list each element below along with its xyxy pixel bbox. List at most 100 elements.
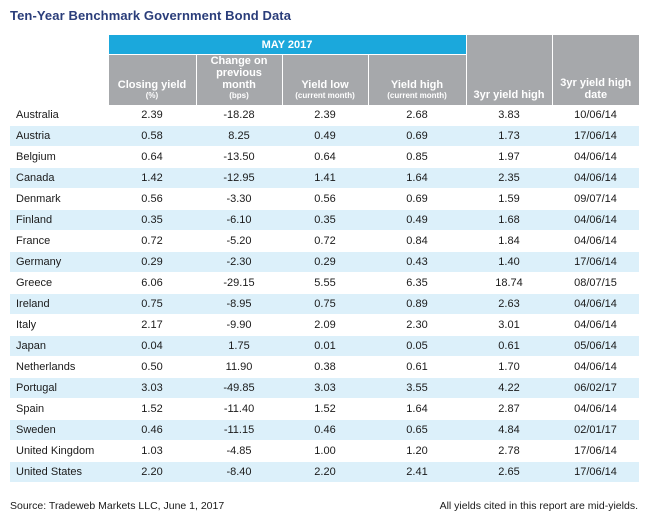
three-yr-high-cell: 1.73 [466,125,553,147]
yield-low-cell: 2.20 [282,461,368,483]
three-yr-high-date-cell: 08/07/15 [552,272,640,294]
three-yr-high-cell: 18.74 [466,272,553,294]
col-header-yield-low: Yield low (current month) [281,54,368,105]
table-row: Ireland 0.75 -8.95 0.75 0.89 2.63 04/06/14 [10,293,640,315]
country-cell: Belgium [10,146,108,168]
yield-high-cell: 0.85 [368,146,467,168]
three-yr-high-cell: 1.68 [466,209,553,231]
closing-yield-cell: 1.52 [108,398,196,420]
closing-yield-cell: 0.56 [108,188,196,210]
three-yr-high-cell: 2.63 [466,293,553,315]
three-yr-high-date-cell: 04/06/14 [552,293,640,315]
source-note: Source: Tradeweb Markets LLC, June 1, 20… [10,500,225,512]
closing-yield-cell: 2.17 [108,314,196,336]
three-yr-high-cell: 1.40 [466,251,553,273]
table-row: Canada 1.42 -12.95 1.41 1.64 2.35 04/06/14 [10,167,640,189]
col-header-change: Change on previous month (bps) [195,54,282,105]
yield-note: All yields cited in this report are mid-… [439,500,638,512]
table-row: Japan 0.04 1.75 0.01 0.05 0.61 05/06/14 [10,335,640,357]
yield-high-cell: 2.30 [368,314,467,336]
yield-low-cell: 0.38 [282,356,368,378]
table-row: Denmark 0.56 -3.30 0.56 0.69 1.59 09/07/14 [10,188,640,210]
three-yr-high-date-cell: 10/06/14 [552,105,640,126]
three-yr-high-cell: 2.78 [466,440,553,462]
country-cell: Spain [10,398,108,420]
three-yr-high-cell: 0.61 [466,335,553,357]
change-cell: -29.15 [196,272,282,294]
change-cell: -6.10 [196,209,282,231]
three-yr-high-date-cell: 17/06/14 [552,251,640,273]
country-cell: Sweden [10,419,108,441]
yield-high-cell: 0.43 [368,251,467,273]
col-header-closing-yield: Closing yield (%) [107,54,196,105]
yield-high-cell: 2.41 [368,461,467,483]
yield-high-cell: 2.68 [368,105,467,126]
country-cell: United States [10,461,108,483]
change-cell: -2.30 [196,251,282,273]
yield-high-cell: 6.35 [368,272,467,294]
country-cell: Netherlands [10,356,108,378]
three-yr-high-date-cell: 04/06/14 [552,146,640,168]
table-row: United States 2.20 -8.40 2.20 2.41 2.65 17/06/… [10,461,640,483]
col-header-yield-high: Yield high (current month) [367,54,467,105]
closing-yield-cell: 0.46 [108,419,196,441]
closing-yield-cell: 0.29 [108,251,196,273]
country-cell: Italy [10,314,108,336]
country-cell: Ireland [10,293,108,315]
three-yr-high-cell: 3.83 [466,105,553,126]
three-yr-high-date-cell: 04/06/14 [552,209,640,231]
change-cell: -8.95 [196,293,282,315]
col-header-3yr-high-date: 3yr yield high date [551,35,640,105]
three-yr-high-date-cell: 06/02/17 [552,377,640,399]
closing-yield-cell: 0.50 [108,356,196,378]
change-cell: -13.50 [196,146,282,168]
country-cell: Austria [10,125,108,147]
yield-high-cell: 0.69 [368,188,467,210]
three-yr-high-date-cell: 05/06/14 [552,335,640,357]
col-header-3yr-high: 3yr yield high [465,35,553,105]
change-cell: -11.40 [196,398,282,420]
three-yr-high-cell: 3.01 [466,314,553,336]
three-yr-high-cell: 2.87 [466,398,553,420]
yield-high-cell: 0.61 [368,356,467,378]
closing-yield-cell: 0.72 [108,230,196,252]
change-cell: -5.20 [196,230,282,252]
change-cell: -49.85 [196,377,282,399]
yield-high-cell: 0.49 [368,209,467,231]
yield-high-cell: 0.65 [368,419,467,441]
change-cell: -8.40 [196,461,282,483]
three-yr-high-date-cell: 04/06/14 [552,356,640,378]
table-row: Australia 2.39 -18.28 2.39 2.68 3.83 10/06/14 [10,105,640,126]
closing-yield-cell: 1.42 [108,167,196,189]
closing-yield-cell: 0.35 [108,209,196,231]
three-yr-high-date-cell: 17/06/14 [552,125,640,147]
yield-high-cell: 1.64 [368,398,467,420]
yield-low-cell: 3.03 [282,377,368,399]
country-cell: Finland [10,209,108,231]
three-yr-high-date-cell: 02/01/17 [552,419,640,441]
country-cell: Portugal [10,377,108,399]
change-cell: -11.15 [196,419,282,441]
closing-yield-cell: 0.04 [108,335,196,357]
table-row: Sweden 0.46 -11.15 0.46 0.65 4.84 02/01/17 [10,419,640,441]
closing-yield-cell: 6.06 [108,272,196,294]
yield-low-cell: 2.39 [282,105,368,126]
change-cell: -9.90 [196,314,282,336]
country-cell: Japan [10,335,108,357]
yield-low-cell: 0.75 [282,293,368,315]
closing-yield-cell: 3.03 [108,377,196,399]
yield-low-cell: 1.52 [282,398,368,420]
yield-low-cell: 0.46 [282,419,368,441]
closing-yield-cell: 1.03 [108,440,196,462]
change-cell: -12.95 [196,167,282,189]
table-row: Portugal 3.03 -49.85 3.03 3.55 4.22 06/02/17 [10,377,640,399]
table-row: Belgium 0.64 -13.50 0.64 0.85 1.97 04/06/14 [10,146,640,168]
closing-yield-cell: 0.58 [108,125,196,147]
country-cell: Greece [10,272,108,294]
yield-low-cell: 1.41 [282,167,368,189]
bond-data-table: MAY 2017 3yr yield high 3yr yield high d… [10,35,640,483]
table-row: Germany 0.29 -2.30 0.29 0.43 1.40 17/06/14 [10,251,640,273]
yield-high-cell: 1.20 [368,440,467,462]
table-row: Greece 6.06 -29.15 5.55 6.35 18.74 08/07/15 [10,272,640,294]
table-row: Netherlands 0.50 11.90 0.38 0.61 1.70 04/06/14 [10,356,640,378]
